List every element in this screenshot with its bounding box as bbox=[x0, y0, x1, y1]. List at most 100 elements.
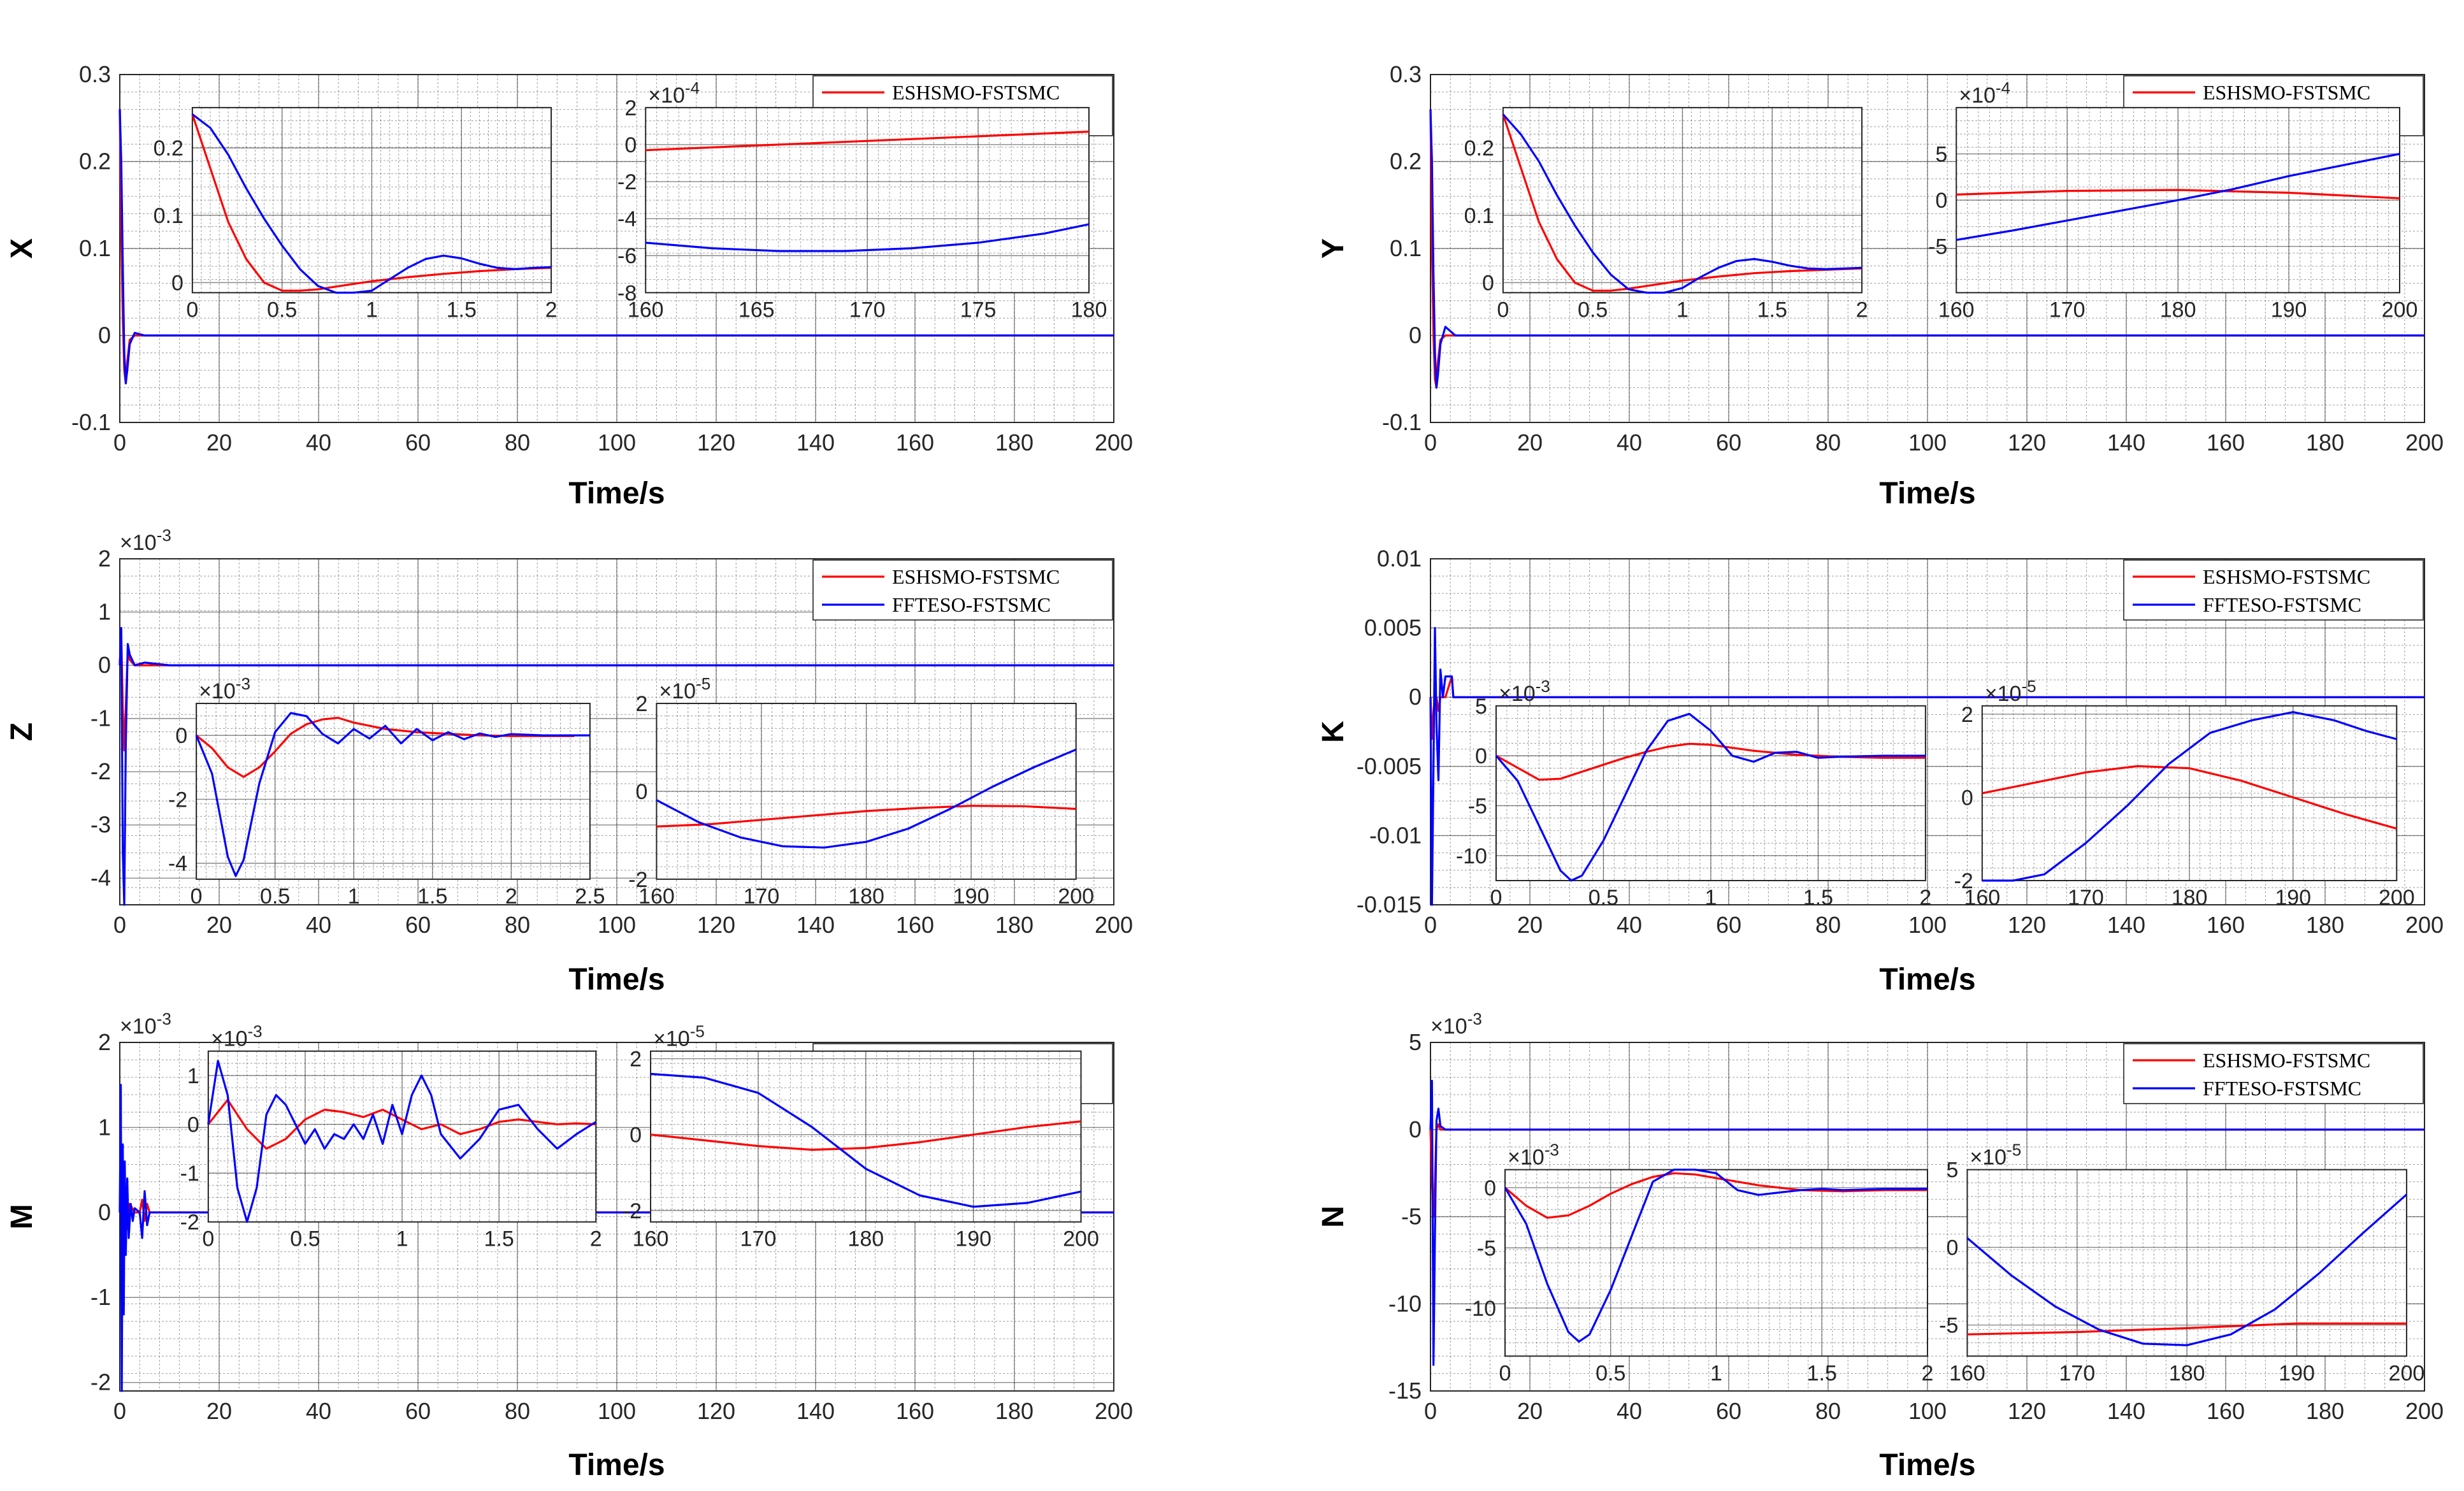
panel-z-xtick-label: 140 bbox=[796, 912, 835, 938]
inset-1-series-eshsmo bbox=[1956, 189, 2400, 199]
inset-1-xtick-label: 175 bbox=[960, 298, 997, 322]
inset-0-xtick-label: 1.5 bbox=[447, 298, 477, 322]
exponent-base: ×10 bbox=[648, 83, 685, 108]
panel-m-xtick-label: 180 bbox=[995, 1398, 1034, 1424]
panel-y-xtick-label: 40 bbox=[1617, 429, 1642, 456]
panel-y-xtick-label: 140 bbox=[2107, 429, 2145, 456]
inset-0-xtick-label: 1 bbox=[1676, 298, 1689, 322]
panel-z-xtick-label: 120 bbox=[697, 912, 735, 938]
inset-1-xtick-label: 190 bbox=[955, 1227, 991, 1251]
inset-0-ytick-label: 0 bbox=[187, 1113, 199, 1137]
panel-k: 0 20 40 60 80 100 120 140 160 180 200-0.015-0.01-0… bbox=[1316, 545, 2444, 997]
panel-ylabel: X bbox=[5, 238, 39, 259]
inset-0-xtick-label: 1 bbox=[366, 298, 378, 322]
inset-0-xtick-label: 2 bbox=[545, 298, 558, 322]
inset-1-frame bbox=[645, 106, 1090, 294]
panel-z-xtick-label: 80 bbox=[505, 912, 530, 938]
inset-1-frame bbox=[656, 702, 1077, 880]
panel-z-xtick-label: 160 bbox=[896, 912, 934, 938]
inset-0-ytick-label: 0 bbox=[1484, 1176, 1496, 1200]
inset-1-xtick-label: 200 bbox=[2379, 886, 2415, 910]
panel-k-xtick-label: 180 bbox=[2306, 912, 2344, 938]
panel-x-xtick-label: 100 bbox=[598, 429, 636, 456]
inset-1-ytick-label: -2 bbox=[628, 868, 647, 892]
inset-1-ytick-label: 2 bbox=[624, 96, 637, 120]
inset-0-xtick-label: 1.5 bbox=[417, 884, 447, 909]
inset-1-xtick-label: 180 bbox=[848, 884, 884, 909]
inset-1-series-fftesto bbox=[1966, 1193, 2407, 1346]
inset-1-xtick-label: 190 bbox=[953, 884, 990, 909]
panel-k-ytick-label: -0.015 bbox=[1357, 891, 1422, 918]
panel-k-xtick-label: 60 bbox=[1716, 912, 1741, 938]
panel-xlabel: Time/s bbox=[1879, 1448, 1975, 1482]
inset-0-series-eshsmo bbox=[1502, 113, 1862, 292]
inset-0-plot-area bbox=[196, 703, 590, 879]
inset-exponent-label: ×10-4 bbox=[648, 78, 700, 108]
panel-z-xtick-label: 180 bbox=[995, 912, 1034, 938]
inset-0-grid bbox=[192, 107, 552, 293]
legend-label-0: ESHSMO-FSTSMC bbox=[2203, 565, 2370, 588]
panel-x-series-fftesto bbox=[119, 109, 1114, 385]
inset-1-xtick-label: 200 bbox=[1063, 1227, 1099, 1251]
inset-1-xtick-label: 200 bbox=[2389, 1361, 2425, 1385]
exponent-power: -4 bbox=[1996, 78, 2010, 97]
panel-x-ytick-label: 0 bbox=[98, 322, 111, 349]
panel-z-frame bbox=[119, 558, 1114, 905]
inset-1-xtick-label: 180 bbox=[2169, 1361, 2205, 1385]
inset-1-ytick-label: 0 bbox=[635, 780, 647, 804]
panel-z-ytick-label: 0 bbox=[98, 652, 111, 678]
panel-z-ytick-label: -2 bbox=[90, 758, 111, 784]
inset-exponent-label: ×10-3 bbox=[1499, 677, 1550, 706]
panel-n-xtick-label: 200 bbox=[2405, 1398, 2444, 1424]
inset-0-series-eshsmo bbox=[1495, 742, 1926, 781]
inset-1-xtick-label: 170 bbox=[849, 298, 886, 322]
inset-0-xtick-label: 1.5 bbox=[1757, 298, 1787, 322]
panel-n-xtick-label: 40 bbox=[1617, 1398, 1642, 1424]
inset-1-xtick-label: 160 bbox=[638, 884, 675, 909]
inset-1-ytick-label: -2 bbox=[617, 170, 637, 194]
inset-1-ytick-label: 0 bbox=[630, 1123, 642, 1148]
panel-k-ytick-label: -0.005 bbox=[1357, 753, 1422, 779]
panel-xlabel: Time/s bbox=[1879, 963, 1975, 997]
exponent-base: ×10 bbox=[1430, 1014, 1467, 1039]
panel-ylabel: Z bbox=[5, 723, 39, 741]
inset-1-xtick-label: 190 bbox=[2279, 1361, 2315, 1385]
exponent-power: -4 bbox=[685, 78, 700, 97]
panel-y-ytick-label: 0.2 bbox=[1390, 148, 1422, 175]
panel-k-ytick-label: -0.01 bbox=[1369, 822, 1422, 848]
inset-0-ytick-label: 0 bbox=[1482, 271, 1494, 295]
inset-1-xtick-label: 200 bbox=[2382, 298, 2418, 322]
panel-y-frame bbox=[1430, 74, 2425, 423]
panel-x-xtick-label: 60 bbox=[405, 429, 431, 456]
inset-exponent-label: ×10-3 bbox=[1508, 1141, 1559, 1170]
legend-label-1: FFTESO-FSTSMC bbox=[2203, 593, 2361, 616]
inset-1-xtick-label: 190 bbox=[2271, 298, 2307, 322]
exponent-power: -3 bbox=[236, 674, 250, 693]
inset-1-xtick-label: 180 bbox=[2172, 886, 2208, 910]
panel-k-xtick-label: 200 bbox=[2405, 912, 2444, 938]
panel-exponent-label: ×10-3 bbox=[120, 1009, 171, 1039]
inset-1-frame bbox=[1966, 1169, 2407, 1357]
inset-0-series-fftesto bbox=[1504, 1169, 1927, 1343]
inset-0-xtick-label: 0.5 bbox=[267, 298, 297, 322]
inset-0-ytick-label: 0 bbox=[171, 271, 184, 295]
panel-m: 0 20 40 60 80 100 120 140 160 180 200-2-1012×10-3M… bbox=[5, 1009, 1133, 1482]
panel-z-ytick-label: -3 bbox=[90, 812, 111, 838]
inset-0-xtick-label: 0 bbox=[191, 884, 203, 909]
panel-m-series-fftesto bbox=[119, 1084, 1114, 1392]
exponent-base: ×10 bbox=[1985, 682, 2022, 706]
inset-1-xtick-label: 160 bbox=[1938, 298, 1975, 322]
inset-0-xtick-label: 0.5 bbox=[1589, 886, 1618, 910]
panel-x-ytick-label: 0.3 bbox=[79, 61, 111, 87]
panel-x-xtick-label: 180 bbox=[995, 429, 1034, 456]
exponent-base: ×10 bbox=[211, 1027, 248, 1051]
inset-0-series-fftesto bbox=[1502, 113, 1862, 294]
inset-exponent-label: ×10-5 bbox=[659, 674, 710, 703]
panel-n-ytick-label: 5 bbox=[1409, 1029, 1422, 1055]
inset-0-xtick-label: 0.5 bbox=[290, 1227, 320, 1251]
panel-x-xtick-label: 120 bbox=[697, 429, 735, 456]
inset-0-series-fftesto bbox=[191, 113, 552, 294]
exponent-power: -3 bbox=[1545, 1141, 1559, 1160]
inset-1-xtick-label: 170 bbox=[740, 1227, 777, 1251]
inset-1-ytick-label: -5 bbox=[1939, 1314, 1958, 1338]
